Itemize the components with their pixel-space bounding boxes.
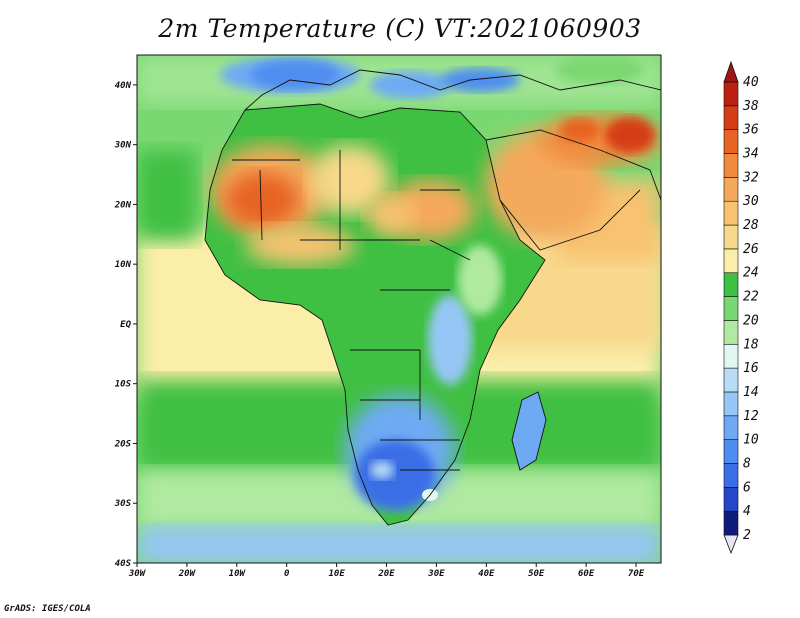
colorbar-swatch <box>723 320 739 345</box>
lon-tick-label: 60E <box>578 569 595 579</box>
grads-credit: GrADS: IGES/COLA <box>4 604 91 614</box>
colorbar-label: 22 <box>743 290 759 305</box>
lat-tick-label: 20S <box>114 439 132 449</box>
colorbar-swatch <box>723 272 739 297</box>
lon-tick-label: 30W <box>128 569 147 579</box>
colorbar-swatch <box>723 391 739 417</box>
temperature-field <box>137 55 661 563</box>
colorbar-label: 10 <box>743 433 759 448</box>
lon-tick-label: 20E <box>377 569 395 579</box>
colorbar-label: 6 <box>743 480 751 495</box>
lat-tick-label: 30N <box>114 141 132 151</box>
colorbar-label: 8 <box>743 456 751 471</box>
colorbar-swatch <box>723 105 739 130</box>
colorbar-label: 36 <box>742 123 759 138</box>
lon-tick-label: 0 <box>284 569 290 579</box>
lon-tick-label: 10W <box>229 569 247 579</box>
lon-tick-label: 50E <box>528 569 545 579</box>
colorbar-label: 14 <box>743 385 759 400</box>
lon-tick-label: 20W <box>178 569 197 579</box>
colorbar-label: 18 <box>743 337 759 352</box>
colorbar-over-triangle <box>723 60 739 83</box>
colorbar-label: 4 <box>743 504 751 519</box>
lat-tick-label: 40N <box>115 81 132 91</box>
lat-tick-label: EQ <box>120 320 131 330</box>
colorbar-label: 38 <box>742 99 759 114</box>
colorbar-label: 20 <box>743 313 759 328</box>
colorbar-label: 24 <box>743 266 759 281</box>
lat-tick-label: 10N <box>115 260 132 270</box>
map-axes: 30W 20W 10W 0 10E 20E 30E 40E 50E 60E 70E 40N 30N 20N… <box>114 81 645 579</box>
lon-tick-label: 30E <box>427 569 445 579</box>
colorbar-label: 12 <box>743 409 759 424</box>
colorbar-swatch <box>723 248 739 274</box>
colorbar-swatch <box>723 415 739 440</box>
colorbar-swatch <box>723 153 739 178</box>
colorbar-label: 32 <box>742 170 759 185</box>
colorbar-label: 30 <box>742 194 759 209</box>
colorbar-swatch <box>723 367 739 393</box>
colorbar-label: 40 <box>743 75 759 90</box>
colorbar-swatch <box>723 200 739 226</box>
colorbar-label: 28 <box>743 218 759 233</box>
lon-tick-label: 40E <box>478 569 495 579</box>
lat-tick-label: 10S <box>115 380 132 390</box>
colorbar-swatch <box>723 296 739 321</box>
colorbar-swatch <box>723 487 739 512</box>
colorbar-swatch <box>723 463 739 488</box>
colorbar-under-triangle <box>723 534 739 555</box>
lon-tick-label: 70E <box>628 569 645 579</box>
colorbar-swatch <box>723 439 739 464</box>
colorbar-swatch <box>723 224 739 250</box>
colorbar-swatch <box>723 81 739 107</box>
colorbar-label: 16 <box>743 361 759 376</box>
lat-tick-label: 40S <box>115 559 132 569</box>
lon-tick-label: 10E <box>328 569 345 579</box>
colorbar-swatch <box>723 343 739 369</box>
map-frame <box>136 54 662 564</box>
colorbar-swatch <box>723 129 739 154</box>
colorbar-swatch <box>723 510 739 536</box>
coastline-outlines <box>204 69 661 526</box>
lat-tick-label: 30S <box>114 499 132 509</box>
lat-tick-label: 20N <box>114 200 132 210</box>
colorbar-label: 34 <box>742 147 759 162</box>
colorbar-label: 26 <box>743 242 759 257</box>
colorbar-swatch <box>723 177 739 202</box>
map-title: 2m Temperature (C) VT:2021060903 <box>158 14 642 43</box>
colorbar-label: 2 <box>743 528 751 543</box>
